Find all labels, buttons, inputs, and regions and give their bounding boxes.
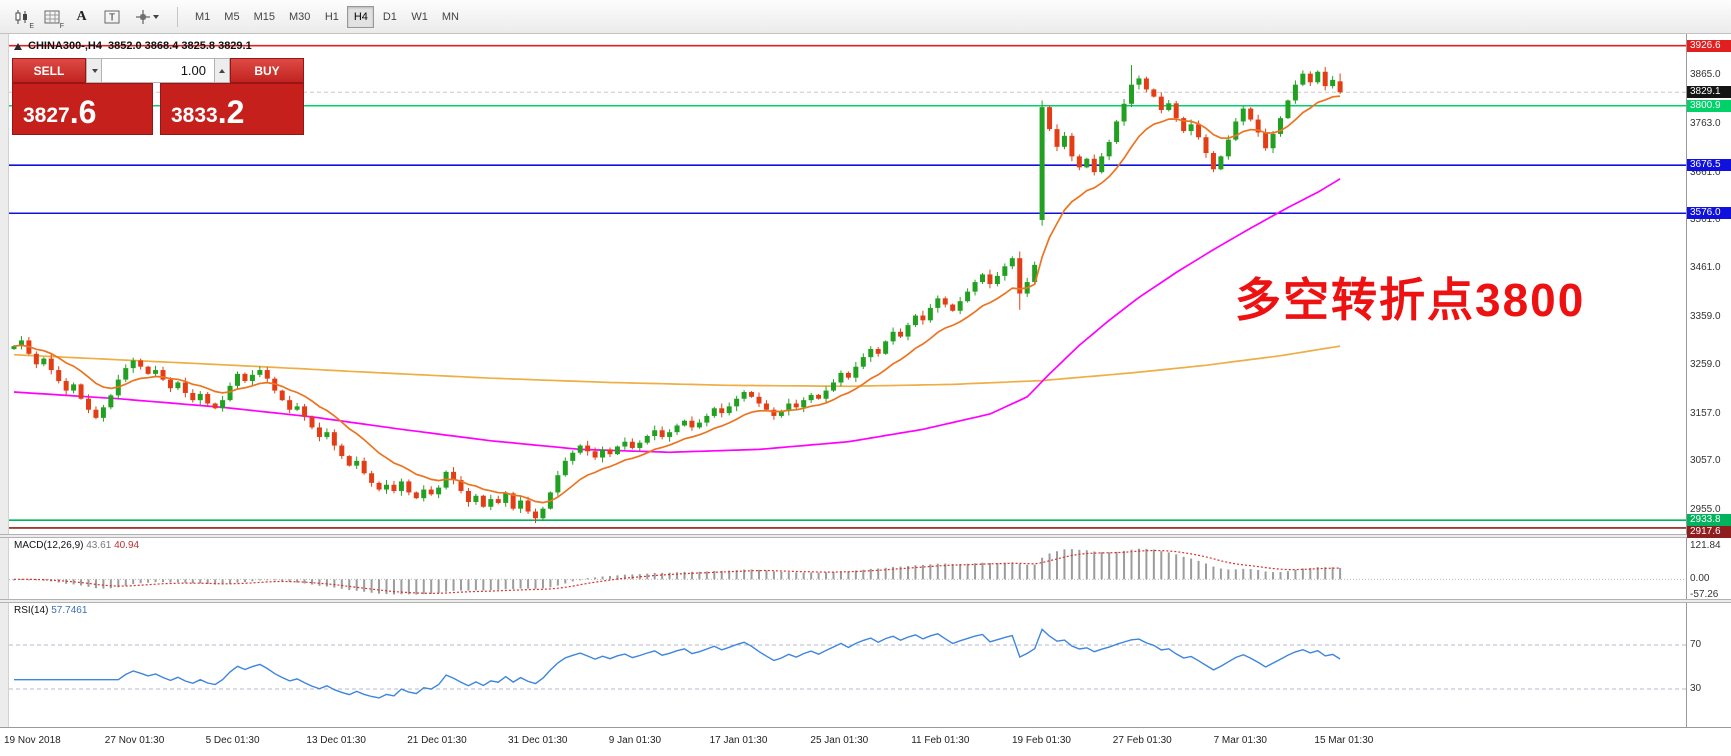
ohlc-readout: 3852.0 3868.4 3825.8 3829.1 bbox=[107, 40, 252, 52]
rsi-label: RSI(14) 57.7461 bbox=[14, 605, 88, 616]
time-label: 19 Feb 01:30 bbox=[1012, 735, 1071, 746]
time-label: 31 Dec 01:30 bbox=[508, 735, 568, 746]
timeframe-button-m5[interactable]: M5 bbox=[224, 10, 240, 23]
one-click-trading-panel: SELL BUY 3827 .6 3833 .2 bbox=[12, 58, 304, 135]
price-axis[interactable] bbox=[1686, 34, 1731, 727]
macd-panel[interactable] bbox=[9, 538, 1686, 599]
timeframe-button-mn[interactable]: MN bbox=[441, 10, 459, 23]
timeframe-button-m30[interactable]: M30 bbox=[288, 10, 311, 23]
time-label: 27 Nov 01:30 bbox=[104, 735, 165, 746]
cursor-tool-caret[interactable] bbox=[153, 14, 159, 19]
svg-text:T: T bbox=[109, 12, 115, 23]
volume-decrease-button[interactable] bbox=[86, 58, 102, 83]
timeframe-button-m15[interactable]: M15 bbox=[253, 10, 275, 23]
panel-separator[interactable] bbox=[0, 599, 1731, 603]
time-label: 17 Jan 01:30 bbox=[709, 735, 768, 746]
time-label: 21 Dec 01:30 bbox=[407, 735, 467, 746]
rsi-panel[interactable] bbox=[9, 603, 1686, 727]
macd-main-value: 43.61 bbox=[86, 540, 112, 551]
volume-input[interactable] bbox=[102, 58, 214, 83]
sell-price-display[interactable]: 3827 .6 bbox=[12, 83, 153, 135]
toolbar-separator bbox=[177, 6, 178, 27]
timeframe-button-h4[interactable]: H4 bbox=[347, 5, 375, 28]
icon-sub-label: F bbox=[59, 23, 64, 30]
buy-button[interactable]: BUY bbox=[230, 58, 304, 83]
time-label: 5 Dec 01:30 bbox=[205, 735, 260, 746]
symbol-label: CHINA300-,H4 bbox=[28, 40, 102, 52]
grid-icon[interactable]: F bbox=[38, 4, 65, 30]
time-label: 11 Feb 01:30 bbox=[911, 735, 970, 746]
time-axis[interactable]: 19 Nov 2018 27 Nov 01:30 5 Dec 01:30 13 Dec… bbox=[0, 727, 1731, 756]
icon-sub-label: E bbox=[29, 23, 34, 30]
timeframe-button-m1[interactable]: M1 bbox=[195, 10, 211, 23]
volume-increase-button[interactable] bbox=[214, 58, 230, 83]
macd-label: MACD(12,26,9) 43.61 40.94 bbox=[14, 540, 140, 551]
chart-annotation-text[interactable]: 多空转折点3800 bbox=[1235, 274, 1586, 326]
symbol-marker-icon bbox=[14, 42, 22, 50]
time-label: 7 Mar 01:30 bbox=[1213, 735, 1267, 746]
panel-separator[interactable] bbox=[0, 534, 1731, 538]
timeframe-button-h1[interactable]: H1 bbox=[324, 10, 339, 23]
timeframe-button-d1[interactable]: D1 bbox=[382, 10, 397, 23]
candlestick-icon[interactable]: E bbox=[8, 4, 35, 30]
time-label: 27 Feb 01:30 bbox=[1112, 735, 1172, 746]
chart-header: CHINA300-,H4 3852.0 3868.4 3825.8 3829.1 bbox=[14, 40, 252, 52]
rsi-value: 57.7461 bbox=[51, 605, 88, 616]
window-edge-strip bbox=[0, 34, 9, 727]
time-label: 15 Mar 01:30 bbox=[1314, 735, 1374, 746]
time-label: 9 Jan 01:30 bbox=[608, 735, 662, 746]
caret-down-icon bbox=[92, 68, 98, 73]
text-tool-icon[interactable]: T bbox=[98, 4, 125, 29]
buy-price-display[interactable]: 3833 .2 bbox=[160, 83, 304, 135]
font-tool-icon[interactable]: A bbox=[76, 8, 87, 24]
macd-signal-value: 40.94 bbox=[114, 540, 140, 551]
cursor-tool-icon[interactable] bbox=[128, 4, 166, 29]
timeframe-button-w1[interactable]: W1 bbox=[411, 10, 428, 23]
caret-up-icon bbox=[219, 68, 225, 73]
timeframe-group: M1 M5 M15 M30 H1 H4 D1 W1 MN bbox=[189, 5, 465, 28]
time-label: 25 Jan 01:30 bbox=[810, 735, 869, 746]
time-label: 13 Dec 01:30 bbox=[306, 735, 366, 746]
app-toolbar: E F A T M1 M5 M15 M30 H1 H4 D1 W1 MN bbox=[0, 0, 1731, 34]
time-label: 19 Nov 2018 bbox=[4, 735, 61, 746]
sell-button[interactable]: SELL bbox=[12, 58, 86, 83]
